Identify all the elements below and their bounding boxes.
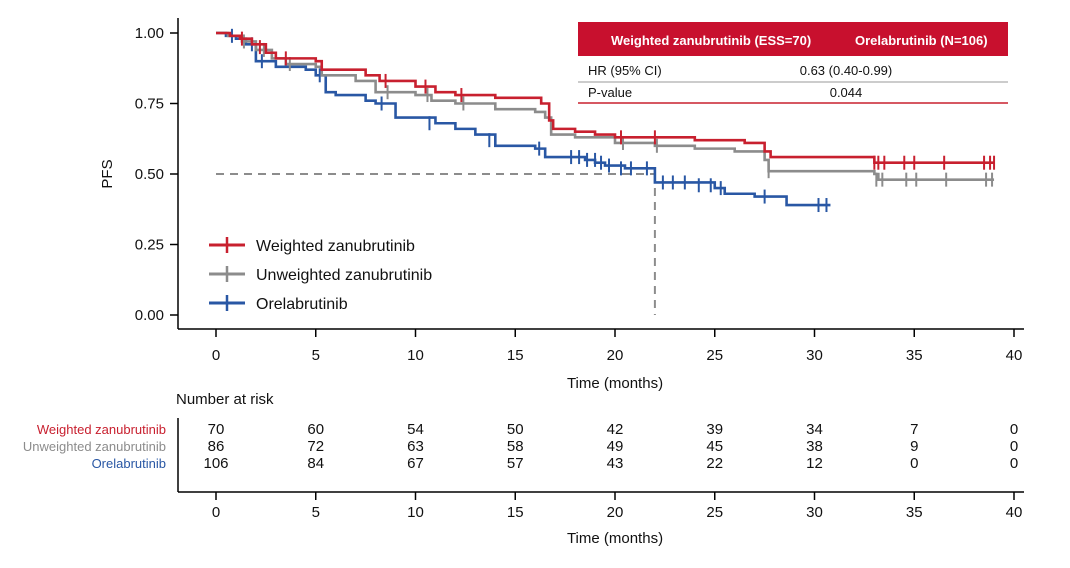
y-axis-label: PFS <box>99 159 116 188</box>
risk-count: 60 <box>307 421 324 438</box>
risk-row-label: Unweighted zanubrutinib <box>23 439 166 454</box>
risk-x-tick-label: 20 <box>607 504 624 521</box>
risk-x-tick-label: 10 <box>407 504 424 521</box>
legend-label: Orelabrutinib <box>256 296 348 313</box>
risk-count: 7 <box>910 421 918 438</box>
y-tick-label: 0.25 <box>135 237 164 254</box>
risk-count: 39 <box>706 421 723 438</box>
hr-row-label: P-value <box>588 85 632 100</box>
legend: Weighted zanubrutinib Unweighted zanubrut… <box>209 237 432 313</box>
hr-table: Weighted zanubrutinib (ESS=70) Orelabrut… <box>578 22 1008 104</box>
survival-curves <box>216 28 996 213</box>
hr-row-label: HR (95% CI) <box>588 63 662 78</box>
risk-table-title: Number at risk <box>176 391 274 408</box>
risk-table: Number at risk Weighted zanubrutinib 70 60… <box>23 391 1024 547</box>
hr-header-weighted: Weighted zanubrutinib (ESS=70) <box>611 33 811 48</box>
risk-count: 0 <box>1010 421 1018 438</box>
risk-count: 63 <box>407 438 424 455</box>
x-tick-label: 30 <box>806 347 823 364</box>
x-tick-label: 0 <box>212 347 220 364</box>
risk-x-tick-label: 15 <box>507 504 524 521</box>
x-tick-label: 10 <box>407 347 424 364</box>
risk-count: 57 <box>507 455 524 472</box>
risk-count: 58 <box>507 438 524 455</box>
risk-count: 67 <box>407 455 424 472</box>
risk-count: 34 <box>806 421 823 438</box>
risk-count: 42 <box>607 421 624 438</box>
x-tick-label: 40 <box>1006 347 1023 364</box>
legend-label: Unweighted zanubrutinib <box>256 267 432 284</box>
risk-count: 106 <box>203 455 228 472</box>
risk-count: 45 <box>706 438 723 455</box>
main-plot-axes: 0.00 0.25 0.50 0.75 1.00 0 5 10 15 20 25 30 35 40 PF… <box>99 18 1024 392</box>
risk-count: 86 <box>208 438 225 455</box>
legend-label: Weighted zanubrutinib <box>256 238 415 255</box>
risk-count: 43 <box>607 455 624 472</box>
risk-count: 50 <box>507 421 524 438</box>
risk-x-tick-label: 0 <box>212 504 220 521</box>
x-tick-label: 20 <box>607 347 624 364</box>
x-tick-label: 5 <box>312 347 320 364</box>
risk-count: 54 <box>407 421 424 438</box>
risk-count: 84 <box>307 455 324 472</box>
y-tick-label: 0.00 <box>135 307 164 324</box>
risk-x-tick-label: 40 <box>1006 504 1023 521</box>
y-tick-label: 0.50 <box>135 166 164 183</box>
risk-x-tick-label: 5 <box>312 504 320 521</box>
x-tick-label: 35 <box>906 347 923 364</box>
risk-count: 22 <box>706 455 723 472</box>
hr-table-header-bg <box>578 22 1008 56</box>
risk-count: 9 <box>910 438 918 455</box>
risk-row-label: Orelabrutinib <box>92 456 166 471</box>
hr-row-value: 0.044 <box>830 85 863 100</box>
km-curve-orelabrutinib <box>216 31 831 207</box>
risk-count: 49 <box>607 438 624 455</box>
y-tick-label: 0.75 <box>135 96 164 113</box>
x-tick-label: 25 <box>706 347 723 364</box>
risk-x-tick-label: 35 <box>906 504 923 521</box>
risk-count: 0 <box>910 455 918 472</box>
median-reference <box>216 173 656 315</box>
hr-row-value: 0.63 (0.40-0.99) <box>800 63 893 78</box>
km-curve-weighted-zanubrutinib <box>216 31 995 165</box>
risk-x-axis-label: Time (months) <box>567 530 663 547</box>
risk-count: 72 <box>307 438 324 455</box>
x-axis-label: Time (months) <box>567 375 663 392</box>
x-tick-label: 15 <box>507 347 524 364</box>
risk-x-tick-label: 30 <box>806 504 823 521</box>
risk-row-label: Weighted zanubrutinib <box>37 422 166 437</box>
risk-count: 0 <box>1010 455 1018 472</box>
risk-x-tick-label: 25 <box>706 504 723 521</box>
risk-count: 0 <box>1010 438 1018 455</box>
y-tick-label: 1.00 <box>135 25 164 42</box>
hr-header-comparator: Orelabrutinib (N=106) <box>855 33 988 48</box>
risk-count: 12 <box>806 455 823 472</box>
risk-count: 70 <box>208 421 225 438</box>
risk-count: 38 <box>806 438 823 455</box>
